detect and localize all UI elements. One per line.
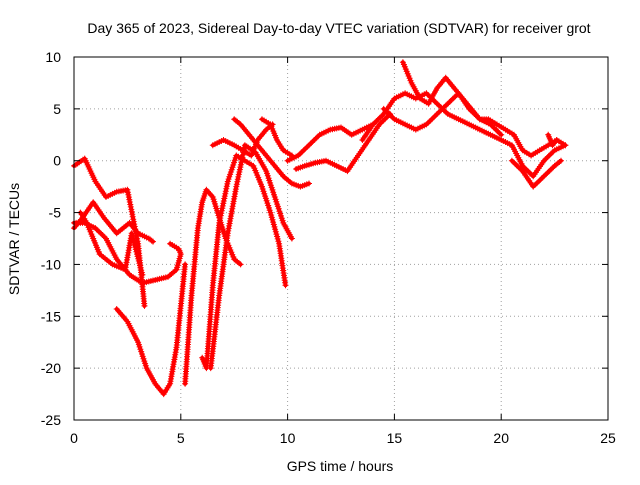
y-tick-label: -10 — [41, 256, 61, 272]
y-axis-label: SDTVAR / TECUs — [6, 183, 22, 295]
y-tick-label: -20 — [41, 360, 61, 376]
data-point-marker — [167, 240, 174, 247]
data-point-marker — [288, 235, 295, 242]
x-tick-label: 0 — [70, 430, 78, 446]
series-track-12 — [259, 116, 295, 159]
x-tick-label: 25 — [600, 430, 616, 446]
x-tick-label: 15 — [387, 430, 403, 446]
plot-frame — [73, 56, 609, 421]
data-point-marker — [553, 137, 560, 143]
data-point-marker — [306, 180, 312, 187]
x-tick-label: 10 — [280, 430, 296, 446]
series-track-19 — [545, 131, 560, 149]
series-track-17 — [380, 90, 505, 138]
x-tick-label: 20 — [493, 430, 509, 446]
data-series — [71, 59, 569, 398]
axis-ticks: 0 5 10 15 20 25 -25 -20 -15 -10 -5 0 5 10 — [41, 49, 616, 446]
y-tick-label: -25 — [41, 412, 61, 428]
y-tick-label: -15 — [41, 308, 61, 324]
series-track-9 — [207, 142, 295, 372]
y-tick-label: 0 — [53, 153, 61, 169]
data-point-marker — [141, 302, 148, 309]
data-point-marker — [148, 237, 155, 244]
data-point-marker — [282, 282, 289, 289]
series-track-18 — [508, 157, 564, 190]
chart-title: Day 365 of 2023, Sidereal Day-to-day VTE… — [87, 20, 590, 36]
data-point-marker — [237, 261, 244, 268]
data-point-marker — [139, 271, 146, 278]
y-tick-label: 5 — [53, 101, 61, 117]
series-track-5 — [167, 240, 184, 273]
series-track-6 — [113, 261, 189, 398]
series-track-11 — [231, 116, 312, 190]
data-point-marker — [558, 157, 564, 164]
y-tick-label: -5 — [49, 205, 62, 221]
series-track-2 — [71, 199, 156, 245]
data-point-marker — [182, 261, 189, 268]
series-track-13 — [284, 121, 376, 164]
data-point-marker — [150, 238, 156, 245]
y-tick-label: 10 — [45, 49, 61, 65]
data-point-marker — [498, 131, 505, 138]
x-tick-label: 5 — [177, 430, 185, 446]
series-track-10 — [209, 121, 276, 159]
series-track-4 — [77, 209, 146, 278]
x-axis-label: GPS time / hours — [287, 458, 394, 474]
data-point-marker — [562, 142, 569, 149]
